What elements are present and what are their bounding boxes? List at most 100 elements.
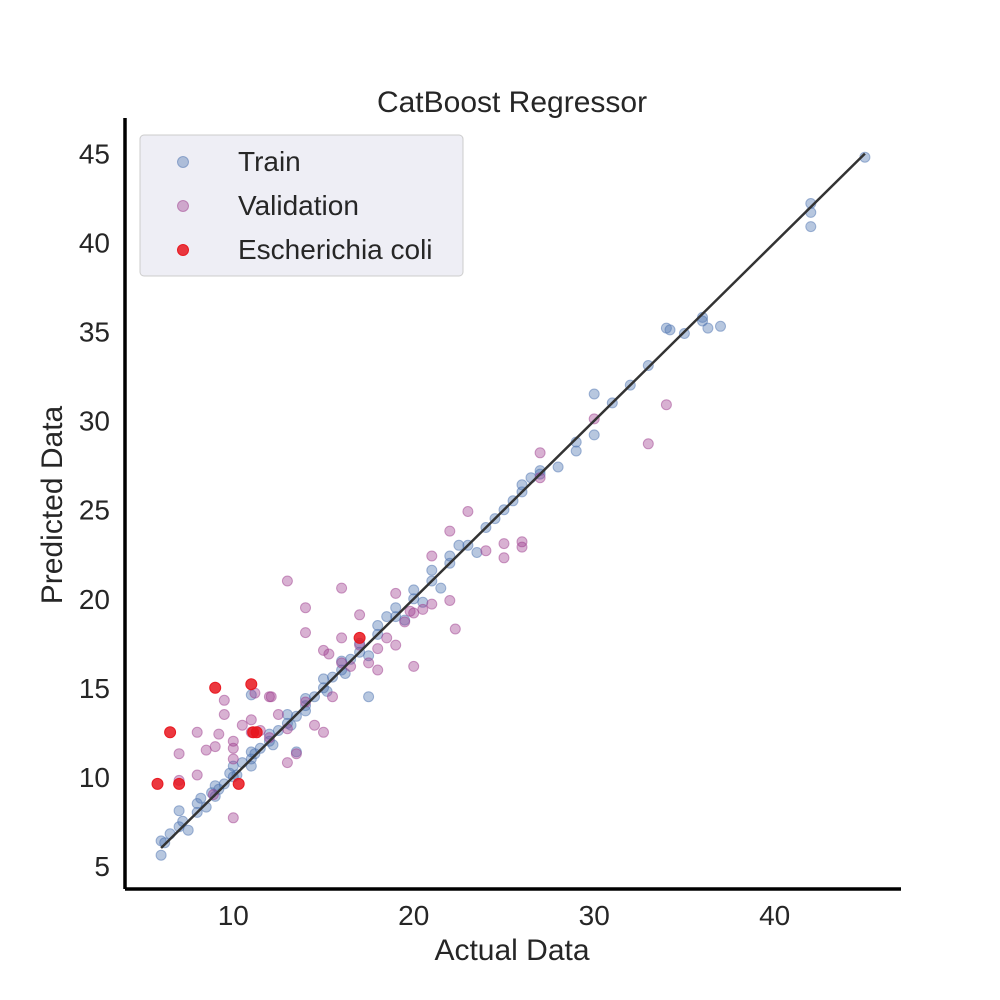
y-tick-label: 45 <box>79 139 110 170</box>
data-point <box>363 691 375 703</box>
data-point <box>444 595 456 606</box>
data-point <box>173 777 186 790</box>
data-point <box>534 447 546 459</box>
y-tick-label: 20 <box>79 584 110 615</box>
data-point <box>498 538 510 550</box>
data-point <box>191 769 203 781</box>
data-point <box>372 664 384 676</box>
data-point <box>471 547 483 558</box>
data-point <box>449 623 461 635</box>
y-axis-label: Predicted Data <box>36 405 69 604</box>
data-point <box>588 429 600 441</box>
data-point <box>173 748 185 760</box>
data-point <box>426 598 438 610</box>
legend: Train Validation Escherichia coli <box>139 134 464 277</box>
data-point <box>336 632 348 644</box>
y-tick-label: 15 <box>79 673 110 704</box>
data-point <box>272 725 284 736</box>
data-point <box>173 805 185 817</box>
data-point <box>660 399 672 411</box>
data-point <box>218 694 230 706</box>
data-point <box>516 479 528 491</box>
y-tick-labels: 5 10 15 20 25 30 35 40 45 <box>79 139 110 882</box>
data-point <box>372 620 384 631</box>
data-point <box>209 681 222 694</box>
data-point <box>453 539 465 551</box>
data-point <box>390 639 402 651</box>
data-point <box>195 792 207 804</box>
data-point <box>250 726 263 739</box>
legend-label: Escherichia coli <box>238 234 433 265</box>
data-point <box>353 631 366 644</box>
data-point <box>318 673 329 685</box>
data-point <box>462 506 474 517</box>
data-point <box>381 611 393 623</box>
series-2 <box>151 631 366 790</box>
data-point <box>444 525 456 537</box>
x-tick-label: 30 <box>579 900 610 931</box>
identity-fit-line <box>160 152 866 849</box>
data-point <box>336 582 348 594</box>
y-tick-label: 35 <box>79 317 110 348</box>
data-point <box>164 726 177 739</box>
data-point <box>272 709 284 720</box>
data-point <box>245 760 257 772</box>
data-point <box>381 632 393 644</box>
data-point <box>417 603 429 615</box>
data-point <box>232 777 245 790</box>
legend-marker <box>177 244 189 256</box>
legend-marker <box>177 156 189 168</box>
data-point <box>588 388 600 400</box>
data-point <box>290 748 302 760</box>
data-point <box>327 691 338 703</box>
data-point <box>245 678 258 691</box>
data-point <box>265 691 277 703</box>
y-tick-label: 25 <box>79 495 110 526</box>
data-point <box>309 719 320 731</box>
data-point <box>207 789 219 801</box>
data-point <box>480 545 492 557</box>
data-point <box>516 541 528 553</box>
data-point <box>281 757 293 769</box>
x-tick-labels: 10 20 30 40 <box>218 900 791 931</box>
data-point <box>300 693 311 704</box>
data-point <box>281 575 293 587</box>
data-point <box>151 777 164 790</box>
data-point <box>408 584 420 596</box>
data-point <box>426 564 438 576</box>
data-point <box>372 643 384 655</box>
data-point <box>805 221 817 233</box>
y-tick-label: 40 <box>79 228 110 259</box>
data-point <box>426 550 438 562</box>
data-point <box>404 605 416 617</box>
data-point <box>715 320 726 332</box>
data-point <box>354 609 366 621</box>
data-point <box>254 742 266 754</box>
data-point <box>155 849 167 861</box>
x-axis-label: Actual Data <box>434 934 589 967</box>
y-tick-label: 10 <box>79 762 110 793</box>
legend-label: Validation <box>238 190 359 221</box>
chart-title: CatBoost Regressor <box>377 86 647 119</box>
data-point <box>300 602 311 614</box>
legend-box <box>139 134 464 277</box>
data-point <box>327 671 338 683</box>
y-tick-label: 5 <box>94 851 110 882</box>
data-point <box>570 445 582 457</box>
data-point <box>498 552 510 564</box>
series-1 <box>173 399 672 824</box>
x-tick-label: 20 <box>398 900 429 931</box>
data-point <box>191 726 203 738</box>
data-point <box>642 360 654 371</box>
data-point <box>318 726 329 738</box>
data-point <box>213 728 225 740</box>
data-point <box>218 709 230 720</box>
x-tick-label: 40 <box>759 900 790 931</box>
data-point <box>435 582 447 594</box>
legend-marker <box>177 200 189 212</box>
data-point <box>281 709 293 720</box>
data-point <box>390 602 402 614</box>
data-point <box>399 616 411 628</box>
data-point <box>182 824 194 836</box>
